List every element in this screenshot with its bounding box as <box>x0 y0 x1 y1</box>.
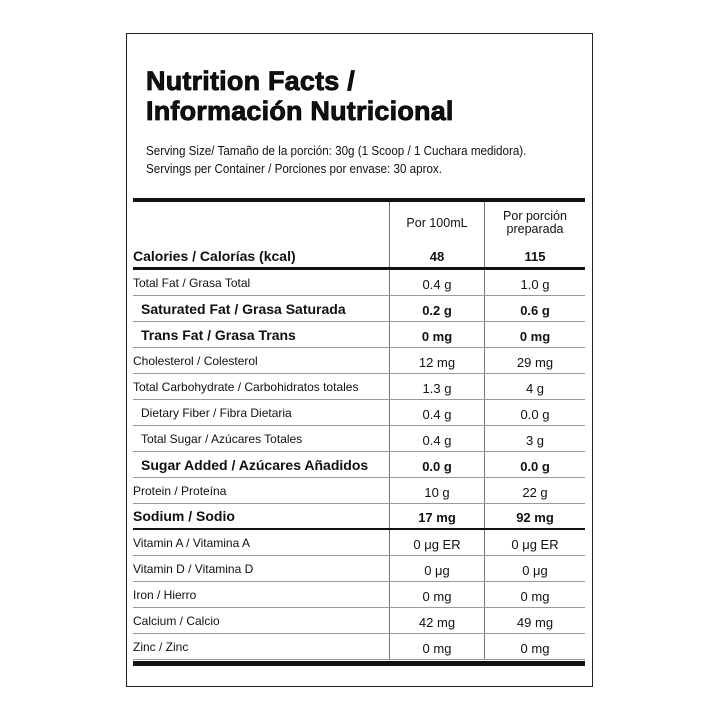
value-per-serving: 22 g <box>484 478 585 503</box>
nutrient-label: Saturated Fat / Grasa Saturada <box>141 300 346 317</box>
nutrient-label: Iron / Hierro <box>133 587 197 602</box>
value-per-100ml: 0 mg <box>389 634 484 659</box>
nutrient-label: Dietary Fiber / Fibra Dietaria <box>141 405 292 420</box>
table-row: Zinc / Zinc 0 mg 0 mg <box>133 634 585 660</box>
table-row: Sugar Added / Azúcares Añadidos 0.0 g 0.0 … <box>133 452 585 478</box>
nutrient-label: Total Sugar / Azúcares Totales <box>141 431 303 446</box>
value-per-100ml: 0.4 g <box>389 426 484 451</box>
value-per-100ml: 10 g <box>389 478 484 503</box>
value-per-serving: 92 mg <box>484 504 585 528</box>
table-header: Por 100mL Por porción preparada <box>133 202 585 244</box>
nutrient-label: Protein / Proteína <box>133 483 227 498</box>
divider <box>133 198 585 202</box>
value-per-serving: 0 mg <box>484 634 585 659</box>
value-per-serving: 0 μg ER <box>484 530 585 555</box>
table-row: Trans Fat / Grasa Trans 0 mg 0 mg <box>133 322 585 348</box>
value-per-100ml: 1.3 g <box>389 374 484 399</box>
serving-size: Serving Size/ Tamaño de la porción: 30g … <box>146 144 527 158</box>
nutrient-label: Calories / Calorías (kcal) <box>133 247 296 264</box>
value-per-serving: 1.0 g <box>484 270 585 295</box>
nutrient-label: Zinc / Zinc <box>133 639 189 654</box>
column-header: Por 100mL <box>389 202 484 244</box>
value-per-100ml: 0 μg ER <box>389 530 484 555</box>
table-row: Saturated Fat / Grasa Saturada 0.2 g 0.6 g <box>133 296 585 322</box>
value-per-100ml: 0 μg <box>389 556 484 581</box>
nutrient-label: Sugar Added / Azúcares Añadidos <box>141 456 369 473</box>
value-per-serving: 115 <box>484 244 585 267</box>
nutrient-label: Vitamin A / Vitamina A <box>133 535 250 550</box>
value-per-serving: 0 mg <box>484 322 585 347</box>
value-per-serving: 29 mg <box>484 348 585 373</box>
value-per-100ml: 17 mg <box>389 504 484 528</box>
value-per-100ml: 0.0 g <box>389 452 484 477</box>
table-row: Vitamin D / Vitamina D 0 μg 0 μg <box>133 556 585 582</box>
label-border <box>126 33 593 687</box>
serving-info: Serving Size/ Tamaño de la porción: 30g … <box>146 142 526 178</box>
table-row: Dietary Fiber / Fibra Dietaria 0.4 g 0.0 g <box>133 400 585 426</box>
value-per-100ml: 12 mg <box>389 348 484 373</box>
value-per-100ml: 0.2 g <box>389 296 484 321</box>
value-per-serving: 3 g <box>484 426 585 451</box>
value-per-serving: 0 mg <box>484 582 585 607</box>
value-per-serving: 0.0 g <box>484 400 585 425</box>
title-line-1: Nutrition Facts / <box>146 66 356 97</box>
table-row: Total Carbohydrate / Carbohidratos total… <box>133 374 585 400</box>
label-title: Nutrition Facts / Información Nutriciona… <box>146 66 454 127</box>
nutrient-label: Calcium / Calcio <box>133 613 220 628</box>
value-per-100ml: 0.4 g <box>389 400 484 425</box>
nutrient-label: Cholesterol / Colesterol <box>133 353 258 368</box>
value-per-100ml: 42 mg <box>389 608 484 633</box>
table-row: Calcium / Calcio 42 mg 49 mg <box>133 608 585 634</box>
header-blank <box>133 202 389 244</box>
table-row: Calories / Calorías (kcal) 48 115 <box>133 244 585 270</box>
value-per-100ml: 0 mg <box>389 582 484 607</box>
table-row: Sodium / Sodio 17 mg 92 mg <box>133 504 585 530</box>
table-row: Vitamin A / Vitamina A 0 μg ER 0 μg ER <box>133 530 585 556</box>
value-per-serving: 4 g <box>484 374 585 399</box>
servings-per-container: Servings per Container / Porciones por e… <box>146 162 442 176</box>
value-per-serving: 0.6 g <box>484 296 585 321</box>
column-header: Por porción preparada <box>484 202 585 244</box>
table-row: Iron / Hierro 0 mg 0 mg <box>133 582 585 608</box>
nutrition-table: Por 100mL Por porción preparada Calories… <box>133 198 585 666</box>
nutrient-label: Total Fat / Grasa Total <box>133 275 251 290</box>
table-row: Total Fat / Grasa Total 0.4 g 1.0 g <box>133 270 585 296</box>
divider <box>133 661 585 666</box>
nutrient-label: Trans Fat / Grasa Trans <box>141 326 296 343</box>
value-per-100ml: 0 mg <box>389 322 484 347</box>
value-per-100ml: 0.4 g <box>389 270 484 295</box>
nutrient-label: Vitamin D / Vitamina D <box>133 561 254 576</box>
value-per-serving: 49 mg <box>484 608 585 633</box>
nutrient-label: Sodium / Sodio <box>133 508 235 524</box>
value-per-100ml: 48 <box>389 244 484 267</box>
table-row: Cholesterol / Colesterol 12 mg 29 mg <box>133 348 585 374</box>
table-row: Protein / Proteína 10 g 22 g <box>133 478 585 504</box>
nutrient-label: Total Carbohydrate / Carbohidratos total… <box>133 379 359 394</box>
value-per-serving: 0 μg <box>484 556 585 581</box>
title-line-2: Información Nutricional <box>146 96 454 127</box>
value-per-serving: 0.0 g <box>484 452 585 477</box>
